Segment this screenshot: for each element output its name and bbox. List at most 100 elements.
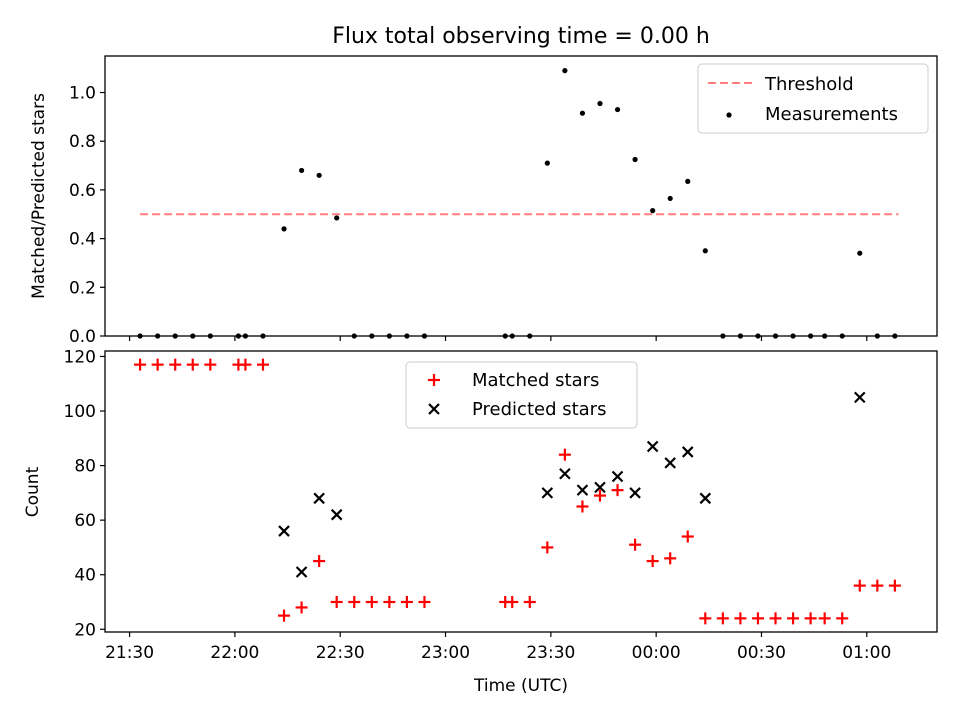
x-tick-label: 21:30 [105,643,154,663]
bottom-y-tick-label: 60 [74,511,96,531]
bottom-axes-frame [104,350,938,633]
matched-star-point [888,579,901,592]
matched-star-point [278,609,291,622]
bottom-y-tick-label: 100 [64,402,96,422]
matched-star-point [611,484,624,497]
legend-matched-swatch [428,374,440,386]
measurement-point [857,250,863,256]
top-y-tick-label: 1.0 [69,84,96,104]
legend-matched-label: Matched stars [472,370,599,391]
top-y-axis-label: Matched/Predicted stars [29,93,49,299]
x-tick-label: 00:00 [632,643,681,663]
matched-star-point [769,612,782,625]
top-y-tick-label: 0.2 [69,278,96,298]
measurement-point [650,208,656,214]
matched-star-point [699,612,712,625]
legend-predicted-label: Predicted stars [472,399,606,420]
predicted-star-point [853,391,866,404]
matched-star-point [383,595,396,608]
matched-star-point [418,595,431,608]
bottom-y-tick-label: 20 [74,620,96,640]
matched-star-point [836,612,849,625]
matched-star-point [629,538,642,551]
measurement-point [562,68,568,74]
matched-star-point [365,595,378,608]
predicted-star-point [646,440,659,453]
top-panel: 0.0 0.2 0.4 0.6 0.8 1.0 Matched/Predicted sta… [29,55,938,347]
x-tick-label: 23:30 [526,643,575,663]
matched-star-point [400,595,413,608]
matched-star-point [787,612,800,625]
top-legend: Threshold Measurements [697,63,929,134]
measurement-point [281,226,287,232]
matched-star-point [818,612,831,625]
matched-star-point [330,595,343,608]
measurement-point [579,110,586,116]
predicted-star-point [576,484,589,496]
matched-star-point [541,541,554,554]
matched-star-point [576,500,589,513]
measurement-point [298,167,305,174]
matched-star-point [169,358,182,371]
predicted-star-point [699,492,712,505]
matched-star-point [664,552,677,565]
predicted-star-point [611,470,624,483]
measurement-point [685,178,691,184]
matched-star-point [751,612,764,625]
matched-star-point [853,579,866,592]
matched-star-point [239,358,252,371]
bottom-y-axis-label: Count [23,466,43,517]
matched-star-point [523,595,536,608]
matched-star-point [646,555,659,568]
legend-predicted-swatch [428,403,440,415]
measurement-point [334,215,340,221]
legend-measurements-label: Measurements [765,104,898,125]
bottom-axis-ticks: 20 40 60 80 100 120 21:30 22:00 22:30 23:00 23:30 0… [64,347,892,663]
measurement-point [702,248,708,254]
x-tick-label: 22:30 [316,643,365,663]
matched-star-point [716,612,729,625]
x-tick-label: 23:00 [421,643,470,663]
chart-title: Flux total observing time = 0.00 h [332,24,710,49]
matched-star-point [506,595,519,608]
predicted-star-point [559,467,571,480]
measurement-point [544,160,550,166]
predicted-star-point [313,492,325,505]
x-tick-label: 00:30 [737,643,786,663]
matched-star-point [558,448,571,461]
x-axis-label: Time (UTC) [473,676,568,696]
top-axis-ticks: 0.0 0.2 0.4 0.6 0.8 1.0 [69,84,868,347]
count-points [134,358,901,625]
top-axes-frame [104,55,938,337]
matched-star-point [151,358,164,371]
legend-measurements-swatch [726,112,732,118]
matched-star-point [593,489,606,502]
predicted-star-point [594,481,606,494]
bottom-panel: 20 40 60 80 100 120 21:30 22:00 22:30 23:00 23:30 0… [23,347,938,696]
matched-star-point [804,612,817,625]
bottom-legend: Matched stars Predicted stars [405,361,638,429]
matched-star-point [186,358,199,371]
matched-star-point [348,595,361,608]
bottom-legend-box [405,361,638,429]
matched-star-point [204,358,217,371]
bottom-y-tick-label: 40 [74,566,96,586]
predicted-star-point [681,446,694,458]
top-y-tick-label: 0.4 [69,230,96,250]
predicted-star-point [330,508,343,521]
top-legend-box [697,63,929,134]
matched-star-point [681,530,694,543]
predicted-star-point [629,487,641,499]
matched-star-point [871,579,884,592]
legend-threshold-label: Threshold [764,74,854,95]
measurement-point [667,195,673,202]
top-y-tick-label: 0.8 [69,132,96,152]
top-y-tick-label: 0.0 [69,327,96,347]
predicted-star-point [541,487,554,499]
top-y-tick-label: 0.6 [69,181,96,201]
matched-star-point [734,612,747,625]
bottom-y-tick-label: 80 [74,457,96,477]
predicted-star-point [664,457,676,469]
